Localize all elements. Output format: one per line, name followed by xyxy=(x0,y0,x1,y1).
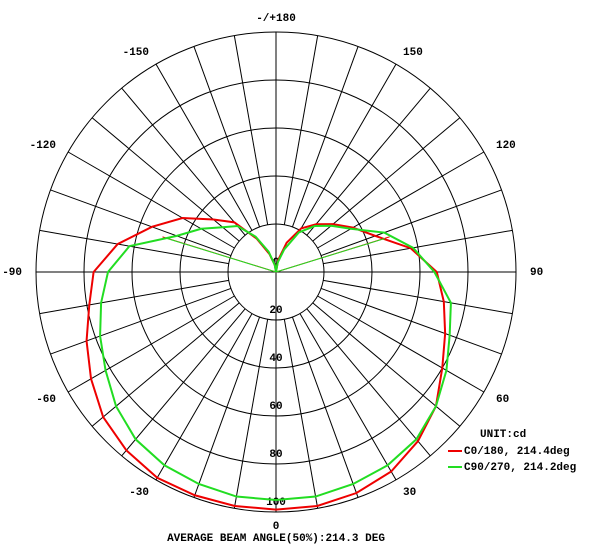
theta-tick-label: 60 xyxy=(496,394,509,406)
grid-spoke xyxy=(317,295,485,393)
grid-spoke xyxy=(50,189,232,257)
grid-spoke xyxy=(121,308,246,457)
grid-spoke xyxy=(155,63,253,231)
r-tick-label: 80 xyxy=(269,449,282,461)
theta-tick-label: -30 xyxy=(129,487,149,499)
grid-spoke xyxy=(323,279,513,315)
unit-label: UNIT:cd xyxy=(480,429,526,441)
theta-tick-label: 0 xyxy=(273,521,280,533)
grid-spoke xyxy=(121,87,246,236)
theta-tick-label: 150 xyxy=(403,47,423,59)
theta-tick-label: 30 xyxy=(403,487,416,499)
grid-spoke xyxy=(299,313,397,481)
grid-spoke xyxy=(306,308,431,457)
beam-line xyxy=(166,238,277,273)
grid-spoke xyxy=(283,35,319,225)
theta-tick-label: -150 xyxy=(123,47,149,59)
theta-tick-label: -90 xyxy=(2,267,22,279)
grid-spoke xyxy=(50,287,232,355)
grid-spoke xyxy=(233,319,269,509)
grid-spoke xyxy=(67,151,235,249)
legend-label: C90/270, 214.2deg xyxy=(464,462,576,474)
grid-spoke xyxy=(67,295,235,393)
theta-tick-label: 90 xyxy=(530,267,543,279)
grid-spoke xyxy=(291,46,359,228)
theta-tick-label: -120 xyxy=(30,140,56,152)
r-tick-label: 60 xyxy=(269,401,282,413)
series-line xyxy=(99,224,452,502)
grid-spoke xyxy=(299,63,397,231)
grid-spoke xyxy=(233,35,269,225)
grid-spoke xyxy=(155,313,253,481)
grid-spoke xyxy=(39,279,229,315)
grid-spoke xyxy=(306,87,431,236)
grid-spoke xyxy=(291,316,359,498)
r-tick-label: 0 xyxy=(273,257,280,269)
beam-line xyxy=(275,238,386,273)
legend-label: C0/180, 214.4deg xyxy=(464,446,570,458)
r-tick-label: 40 xyxy=(269,353,282,365)
footer: AVERAGE BEAM ANGLE(50%):214.3 DEG xyxy=(167,533,385,545)
grid-spoke xyxy=(193,316,261,498)
grid-spoke xyxy=(320,287,502,355)
theta-tick-label: -/+180 xyxy=(256,13,296,25)
grid-spoke xyxy=(312,117,461,242)
grid-spoke xyxy=(320,189,502,257)
grid-spoke xyxy=(283,319,319,509)
grid-spoke xyxy=(323,229,513,265)
r-tick-label: 20 xyxy=(269,305,282,317)
grid-spoke xyxy=(317,151,485,249)
grid-spoke xyxy=(193,46,261,228)
grid-spoke xyxy=(39,229,229,265)
theta-tick-label: -60 xyxy=(36,394,56,406)
theta-tick-label: 120 xyxy=(496,140,516,152)
series-line xyxy=(85,216,447,511)
